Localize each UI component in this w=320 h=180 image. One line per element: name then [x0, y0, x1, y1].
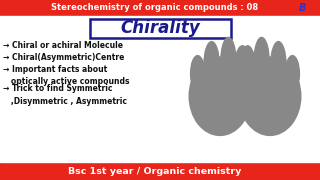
Text: → Chiral or achiral Molecule: → Chiral or achiral Molecule [3, 41, 123, 50]
Text: → Chiral(Asymmetric)Centre: → Chiral(Asymmetric)Centre [3, 53, 124, 62]
Ellipse shape [239, 57, 301, 135]
Bar [0, 0, 320, 16]
Text: → Trick to find Symmetric
   ,Disymmetric , Asymmetric: → Trick to find Symmetric ,Disymmetric ,… [3, 84, 127, 105]
FancyBboxPatch shape [90, 19, 230, 37]
Text: → Important facts about
   optically active compounds: → Important facts about optically active… [3, 65, 130, 87]
Bar [0, 162, 320, 180]
Text: C: C [292, 3, 300, 13]
Ellipse shape [235, 46, 250, 91]
Ellipse shape [285, 56, 300, 92]
Ellipse shape [271, 42, 286, 89]
Bar [0, 16, 320, 162]
Text: Bsc 1st year / Organic chemistry: Bsc 1st year / Organic chemistry [68, 166, 242, 176]
Ellipse shape [191, 56, 204, 92]
Ellipse shape [221, 37, 236, 88]
Ellipse shape [189, 57, 251, 135]
Text: Chirality: Chirality [120, 19, 200, 37]
Text: B: B [298, 3, 306, 13]
Ellipse shape [204, 42, 219, 89]
Ellipse shape [254, 37, 269, 88]
Ellipse shape [240, 46, 255, 91]
Text: Stereochemistry of organic compounds : 08: Stereochemistry of organic compounds : 0… [52, 3, 259, 12]
Ellipse shape [241, 73, 267, 108]
Ellipse shape [223, 73, 249, 108]
